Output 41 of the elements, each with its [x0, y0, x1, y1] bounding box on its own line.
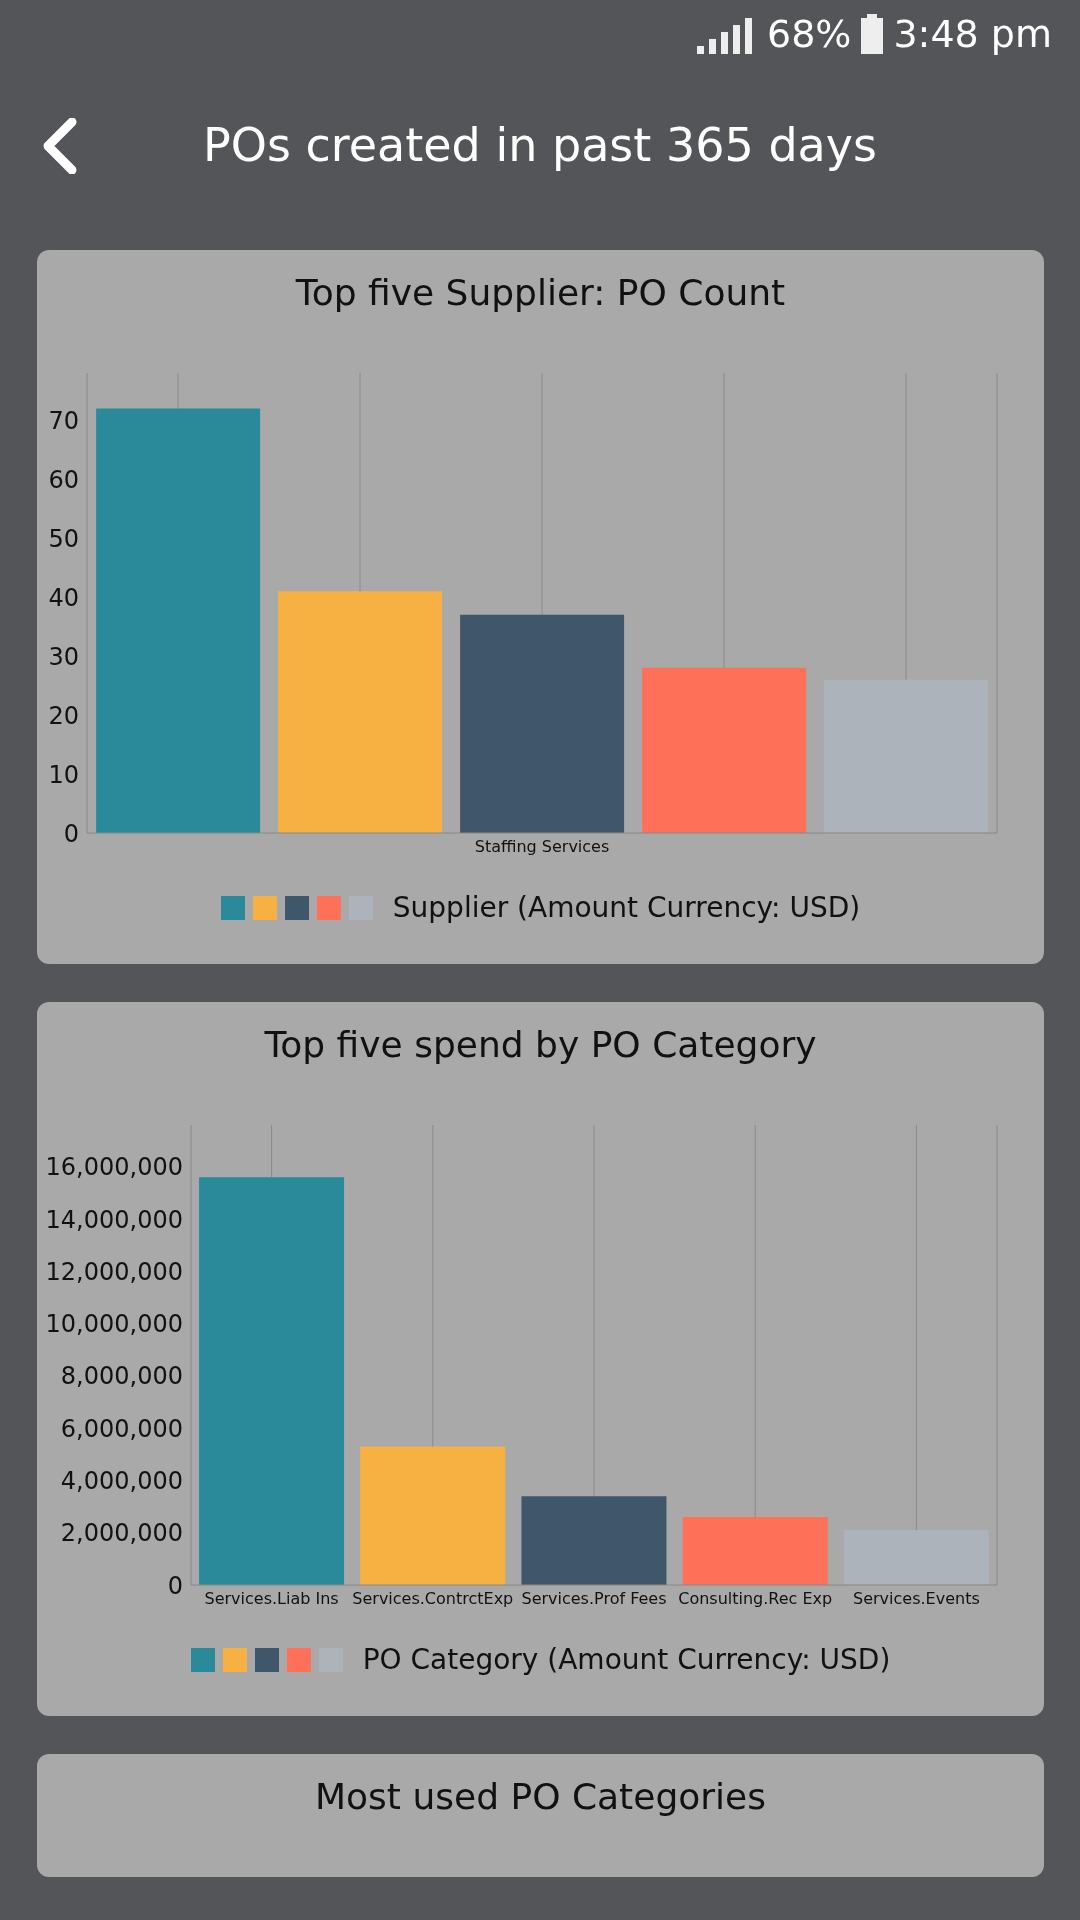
y-tick-label: 0 — [63, 819, 79, 848]
x-tick-label: Staffing Services — [474, 837, 610, 857]
y-tick-label: 12,000,000 — [45, 1257, 183, 1286]
x-tick-label: Services.Liab Ins — [204, 1589, 339, 1609]
y-tick-label: 60 — [48, 465, 79, 494]
bar — [682, 1517, 828, 1585]
bar — [460, 614, 625, 833]
x-tick-label: Services.Prof Fees — [521, 1589, 667, 1609]
y-tick-label: 40 — [48, 583, 79, 612]
bar — [278, 591, 443, 833]
y-tick-label: 10 — [48, 760, 79, 789]
legend-label: PO Category (Amount Currency: USD) — [362, 1643, 891, 1676]
y-tick-label: 10,000,000 — [45, 1310, 183, 1339]
bar — [843, 1530, 989, 1585]
y-tick-label: 8,000,000 — [60, 1362, 183, 1391]
y-tick-label: 4,000,000 — [60, 1466, 183, 1495]
x-tick-label: Services.ContrctExp — [352, 1589, 514, 1609]
bar — [521, 1496, 667, 1585]
chart-title: Top five Supplier: PO Count — [294, 272, 787, 313]
text: 3:48 pm — [893, 12, 1052, 56]
y-tick-label: 70 — [48, 406, 79, 435]
bar — [96, 408, 261, 833]
y-tick-label: 30 — [48, 642, 79, 671]
y-tick-label: 14,000,000 — [45, 1205, 183, 1234]
bar — [642, 667, 807, 833]
text: 68% — [766, 12, 852, 56]
bar — [360, 1446, 506, 1585]
y-tick-label: 6,000,000 — [60, 1414, 183, 1443]
y-tick-label: 20 — [48, 701, 79, 730]
bar — [824, 679, 989, 833]
x-tick-label: Services.Events — [853, 1589, 980, 1609]
y-tick-label: 2,000,000 — [60, 1519, 183, 1548]
text: Most used PO Categories — [314, 1776, 767, 1817]
y-tick-label: 50 — [48, 524, 79, 553]
y-tick-label: 16,000,000 — [45, 1153, 183, 1182]
x-tick-label: Consulting.Rec Exp — [678, 1589, 833, 1609]
y-tick-label: 0 — [167, 1571, 183, 1600]
bar — [199, 1177, 345, 1585]
legend-label: Supplier (Amount Currency: USD) — [392, 891, 861, 924]
text: POs created in past 365 days — [202, 118, 878, 172]
chart-title: Top five spend by PO Category — [263, 1024, 818, 1065]
